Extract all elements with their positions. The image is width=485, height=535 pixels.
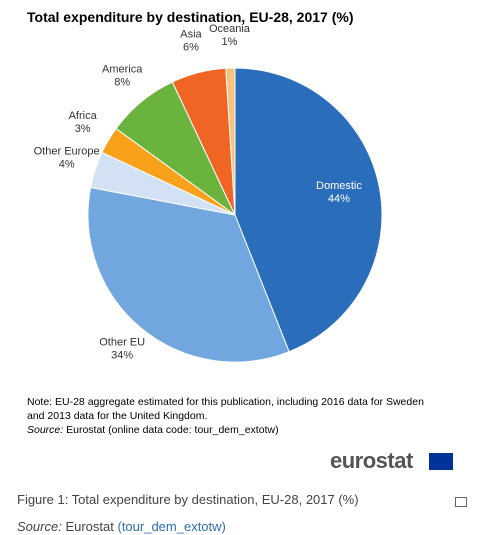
value-label: 6%	[183, 42, 199, 54]
expand-icon[interactable]	[455, 497, 467, 507]
slice-label: America	[102, 64, 143, 76]
pie-slice	[234, 67, 383, 353]
value-label: 8%	[114, 77, 130, 89]
slice-label: Asia	[180, 29, 202, 41]
caption-link[interactable]: (tour_dem_extotw)	[117, 519, 226, 534]
caption-source-label: Source:	[17, 519, 62, 534]
source-text: Eurostat (online data code: tour_dem_ext…	[66, 424, 279, 436]
slice-label: Other Europe	[34, 145, 100, 157]
logo: eurostat	[330, 448, 413, 473]
slice-label: Domestic	[316, 180, 362, 192]
value-label: 3%	[75, 123, 91, 135]
slice-label: Africa	[69, 110, 98, 122]
value-label: 44%	[328, 193, 350, 205]
note-text: Note: EU-28 aggregate estimated for this…	[27, 396, 424, 422]
pie-slice	[225, 67, 236, 216]
slice-label: Other EU	[99, 336, 145, 348]
note: Note: EU-28 aggregate estimated for this…	[27, 395, 427, 437]
chart: Total expenditure by destination, EU-28,…	[27, 9, 383, 363]
source-line: Source: Eurostat (online data code: tour…	[27, 423, 427, 437]
chart-title: Total expenditure by destination, EU-28,…	[27, 9, 353, 25]
caption-source: Source: Eurostat (tour_dem_extotw)	[17, 519, 226, 534]
caption-title: Figure 1: Total expenditure by destinati…	[17, 492, 359, 507]
caption-source-text: Eurostat	[65, 519, 114, 534]
slice-label: Oceania	[209, 23, 251, 35]
eu-flag	[429, 453, 453, 470]
value-label: 1%	[221, 36, 237, 48]
value-label: 4%	[59, 158, 75, 170]
source-label: Source:	[27, 424, 64, 436]
pie-slice	[87, 186, 290, 363]
value-label: 34%	[111, 349, 133, 361]
